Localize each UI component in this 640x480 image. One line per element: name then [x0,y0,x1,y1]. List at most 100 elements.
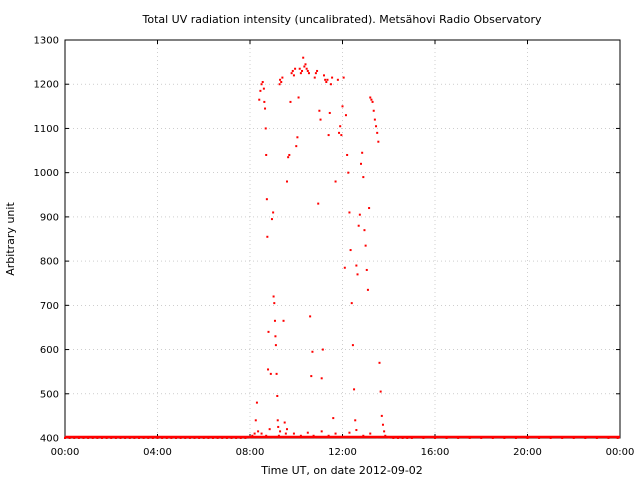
data-point [339,125,342,128]
y-tick-label: 500 [40,389,59,400]
data-point [348,211,351,214]
data-point [355,264,358,267]
data-point [363,229,366,232]
data-point [193,437,196,439]
axis-ticks: 00:00 04:00 08:00 12:00 16:00 20:00 00:00 400 50… [34,36,635,459]
data-point [616,437,619,439]
data-point [356,273,359,276]
data-point [341,436,344,439]
data-point [225,437,228,439]
data-point [87,437,90,439]
data-point [480,437,483,439]
data-point [188,437,191,439]
data-point [332,417,335,420]
data-point [326,78,329,81]
data-point [266,235,269,238]
data-point [262,87,265,90]
data-point [288,153,291,156]
x-tick-label: 12:00 [328,447,357,458]
data-point [384,434,387,437]
data-point [281,76,284,79]
data-point [329,83,332,86]
data-point [324,78,327,81]
data-point [268,428,271,431]
data-point [350,302,353,305]
data-point [376,131,379,134]
data-point [561,437,564,439]
data-point [312,434,315,437]
data-point [73,437,76,439]
data-point [265,198,268,201]
data-point [331,76,334,79]
data-point [272,295,275,298]
data-point [468,437,471,439]
data-point [319,118,322,121]
data-point [283,421,286,424]
data-point [280,81,283,84]
data-point [378,361,381,364]
x-tick-label: 04:00 [143,447,172,458]
data-point [305,67,308,70]
data-point [255,401,258,404]
data-point [387,436,390,439]
data-point [321,348,324,351]
data-point [295,145,298,148]
data-point [365,268,368,271]
y-tick-label: 600 [40,345,59,356]
y-tick-label: 1200 [34,80,59,91]
data-point [124,437,127,439]
data-point [306,69,309,72]
data-point [368,207,371,210]
data-point [265,434,268,437]
data-point [272,436,275,439]
data-point [278,83,281,86]
data-point [230,437,233,439]
data-point [151,437,154,439]
data-point [328,111,331,114]
data-point [372,109,375,112]
data-point [380,414,383,417]
data-point [347,171,350,174]
data-point [114,437,117,439]
data-point [286,180,288,183]
data-point [275,372,278,375]
data-point [304,63,307,66]
data-point [349,249,352,252]
data-point [91,437,94,439]
y-tick-label: 800 [40,257,59,268]
data-point [595,437,598,439]
chart-title: Total UV radiation intensity (uncalibrat… [142,13,542,26]
data-point [299,434,302,437]
data-point [260,83,263,86]
data-point [259,89,262,92]
data-point [346,153,349,156]
data-point [538,437,541,439]
data-point [128,437,131,439]
data-point [371,100,374,103]
data-point [110,437,113,439]
y-tick-label: 1300 [34,36,59,47]
data-point [373,118,376,121]
data-point [334,180,337,183]
data-point [264,107,267,110]
data-point [313,76,316,79]
y-tick-label: 900 [40,212,59,223]
data-point [357,224,360,227]
data-point [383,430,386,433]
x-tick-label: 00:00 [606,447,635,458]
y-tick-label: 400 [40,434,59,445]
data-point [302,56,305,59]
y-tick-label: 700 [40,301,59,312]
data-point [289,100,292,103]
data-point [340,134,343,137]
data-point [307,72,310,75]
data-point [325,81,328,84]
data-point [105,437,108,439]
data-point [235,437,238,439]
data-point [355,429,358,432]
data-point [298,67,301,70]
data-point [170,437,173,439]
data-point [68,437,71,439]
data-point [207,437,210,439]
data-point [253,432,256,435]
